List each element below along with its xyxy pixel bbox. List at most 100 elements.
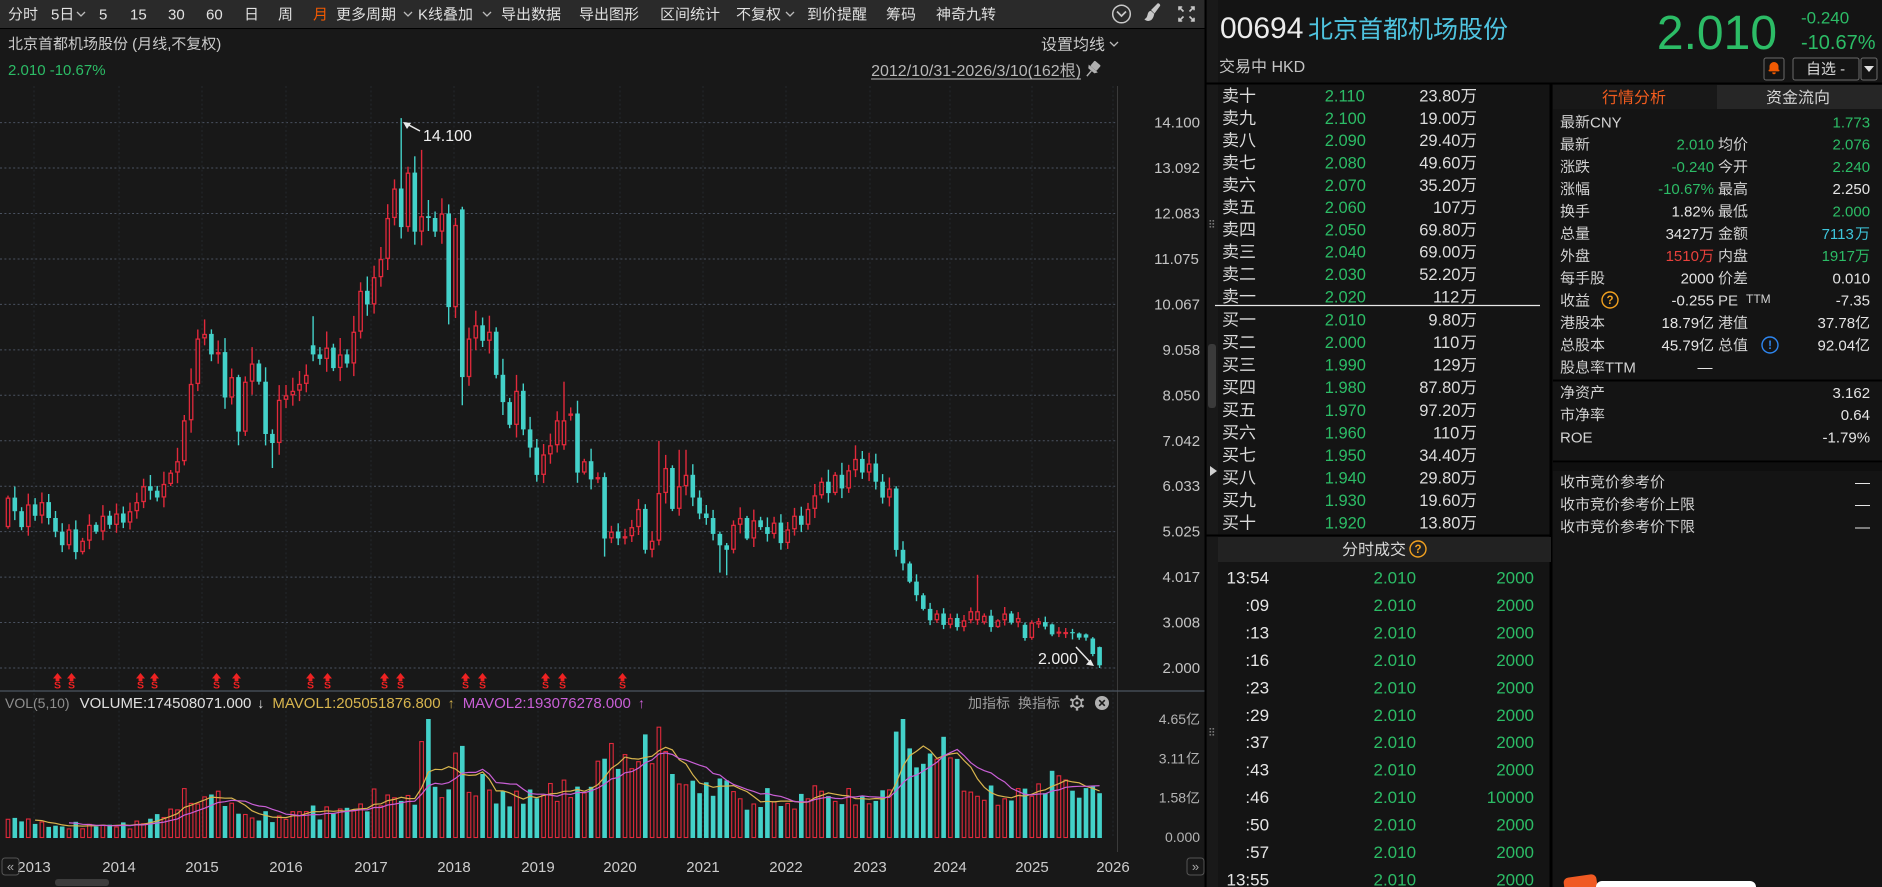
svg-text:K: K: [418, 7, 428, 24]
svg-text:2.110: 2.110: [1325, 88, 1365, 106]
svg-text:S: S: [324, 680, 331, 692]
svg-text:2000: 2000: [1496, 651, 1534, 670]
svg-text:19.60: 19.60: [1419, 492, 1460, 510]
svg-text:1.58: 1.58: [1159, 790, 1186, 806]
svg-text:1.970: 1.970: [1325, 402, 1366, 420]
svg-text:6.033: 6.033: [1163, 478, 1201, 495]
svg-text:2.010: 2.010: [1374, 706, 1417, 725]
svg-text:S: S: [619, 680, 626, 692]
svg-text:S: S: [559, 680, 566, 692]
svg-text::16: :16: [1245, 651, 1269, 670]
svg-text:2.000: 2.000: [1163, 660, 1201, 677]
svg-text:12.083: 12.083: [1154, 206, 1200, 223]
svg-text::46: :46: [1245, 788, 1269, 807]
svg-text:CNY: CNY: [1590, 114, 1622, 131]
svg-text:37.78: 37.78: [1818, 315, 1856, 332]
svg-text:1.980: 1.980: [1325, 379, 1366, 397]
svg-text:13.80: 13.80: [1419, 515, 1460, 533]
svg-text:92.04: 92.04: [1818, 337, 1856, 354]
svg-text:110: 110: [1433, 424, 1459, 442]
svg-text:97.20: 97.20: [1419, 402, 1460, 420]
svg-text:35.20: 35.20: [1419, 177, 1460, 195]
svg-text:13:55: 13:55: [1227, 871, 1270, 887]
svg-text:S: S: [479, 680, 486, 692]
svg-text:7.042: 7.042: [1163, 433, 1201, 450]
svg-text::43: :43: [1245, 761, 1269, 780]
svg-text:129: 129: [1433, 357, 1461, 375]
svg-text:-10.67%: -10.67%: [1658, 181, 1714, 198]
svg-text:S: S: [542, 680, 549, 692]
svg-text:52.20: 52.20: [1419, 266, 1460, 284]
svg-text:69.80: 69.80: [1419, 221, 1460, 239]
svg-text:,: ,: [167, 36, 171, 53]
svg-text:2.010: 2.010: [1374, 569, 1417, 588]
svg-text:-0.240: -0.240: [1672, 159, 1715, 176]
svg-text:S: S: [381, 680, 388, 692]
svg-text:7113: 7113: [1822, 226, 1854, 243]
svg-text:2000: 2000: [1496, 706, 1534, 725]
svg-text:1917: 1917: [1822, 248, 1855, 265]
svg-text:34.40: 34.40: [1419, 447, 1460, 465]
svg-text:2000: 2000: [1496, 623, 1534, 642]
svg-text:↑: ↑: [638, 695, 645, 711]
svg-text:3.008: 3.008: [1163, 615, 1201, 632]
svg-text:2.050: 2.050: [1325, 221, 1366, 239]
svg-text:2.090: 2.090: [1325, 132, 1366, 150]
svg-text:3.162: 3.162: [1833, 385, 1871, 402]
svg-text:5: 5: [99, 7, 107, 24]
svg-text:15: 15: [130, 7, 147, 24]
svg-text:2.010: 2.010: [1657, 7, 1777, 60]
svg-text:13:54: 13:54: [1227, 569, 1270, 588]
svg-text:2.070: 2.070: [1325, 177, 1366, 195]
svg-text:23.80: 23.80: [1419, 88, 1460, 106]
svg-text:11.075: 11.075: [1154, 251, 1199, 268]
svg-text:-0.240: -0.240: [1801, 9, 1849, 28]
svg-text:2.010: 2.010: [1374, 596, 1417, 615]
svg-text:2000: 2000: [1496, 816, 1534, 835]
svg-text:49.60: 49.60: [1419, 155, 1460, 173]
svg-text:«: «: [7, 859, 14, 874]
svg-text:?: ?: [1606, 295, 1613, 307]
svg-text::50: :50: [1245, 816, 1269, 835]
svg-text:1.950: 1.950: [1325, 447, 1366, 465]
svg-text:2017: 2017: [354, 859, 387, 876]
svg-text:3.11: 3.11: [1159, 750, 1185, 766]
svg-text:S: S: [54, 680, 61, 692]
svg-text::23: :23: [1245, 678, 1269, 697]
svg-text:2.000: 2.000: [1038, 651, 1078, 668]
svg-text:2.010: 2.010: [1374, 843, 1417, 862]
svg-text:87.80: 87.80: [1419, 379, 1460, 397]
svg-text:2014: 2014: [102, 859, 135, 876]
svg-text:2016: 2016: [269, 859, 302, 876]
svg-text:10.067: 10.067: [1154, 296, 1200, 313]
svg-text:110: 110: [1433, 334, 1459, 352]
svg-text:2.250: 2.250: [1833, 181, 1871, 198]
svg-text:2000: 2000: [1496, 678, 1534, 697]
svg-text:MAVOL2:193076278.000: MAVOL2:193076278.000: [463, 695, 631, 712]
svg-text:2.010 -10.67%: 2.010 -10.67%: [8, 62, 106, 79]
svg-text:—: —: [1855, 519, 1870, 536]
svg-text:!: !: [1768, 340, 1772, 352]
svg-text:2021: 2021: [686, 859, 719, 876]
svg-text:ROE: ROE: [1560, 429, 1593, 446]
svg-text:2015: 2015: [185, 859, 218, 876]
svg-text:S: S: [68, 680, 75, 692]
svg-text:VOLUME:174508071.000: VOLUME:174508071.000: [80, 695, 252, 712]
svg-text:2023: 2023: [853, 859, 886, 876]
svg-text:1.990: 1.990: [1325, 357, 1366, 375]
svg-text:2.010: 2.010: [1374, 788, 1417, 807]
svg-text:TTM: TTM: [1746, 292, 1771, 306]
svg-text:14.100: 14.100: [1154, 115, 1200, 132]
svg-text:112: 112: [1433, 288, 1459, 306]
svg-text:00694: 00694: [1220, 12, 1303, 45]
svg-text:PE: PE: [1718, 293, 1738, 310]
svg-text:2000: 2000: [1496, 596, 1534, 615]
svg-text:-7.35: -7.35: [1836, 293, 1870, 310]
svg-text:0.010: 0.010: [1833, 270, 1871, 287]
svg-text:2000: 2000: [1496, 569, 1534, 588]
svg-text:1510: 1510: [1666, 248, 1699, 265]
svg-text:S: S: [462, 680, 469, 692]
svg-text:2.010: 2.010: [1374, 816, 1417, 835]
svg-text:2.010: 2.010: [1374, 651, 1417, 670]
svg-text:-10.67%: -10.67%: [1801, 32, 1876, 54]
